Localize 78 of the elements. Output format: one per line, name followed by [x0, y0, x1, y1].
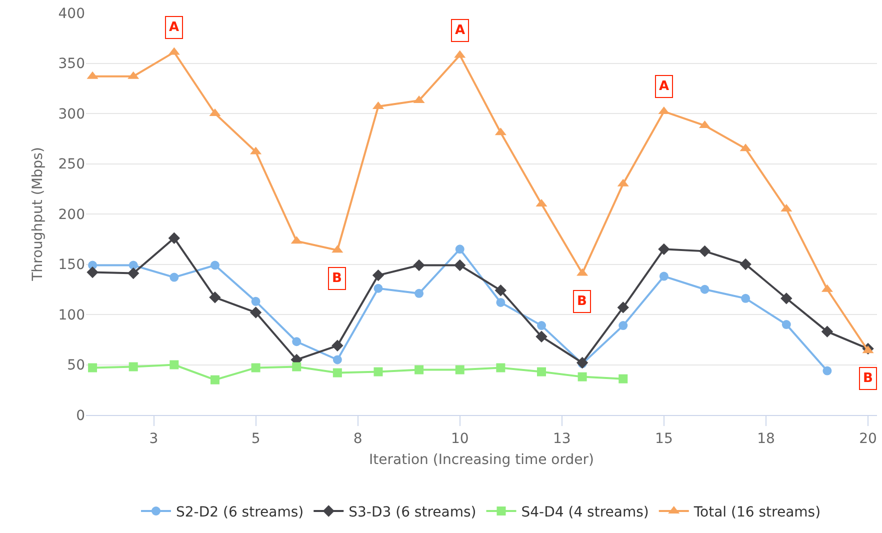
point: [700, 284, 710, 294]
point: [658, 243, 670, 256]
point: [659, 272, 668, 281]
point: [618, 321, 628, 330]
point: [209, 292, 221, 304]
point: [210, 260, 220, 270]
point: [782, 320, 791, 330]
x-tick-label: 20: [859, 430, 877, 447]
point: [454, 259, 466, 272]
point: [455, 365, 464, 374]
legend-label: Total (16 streams): [692, 504, 821, 520]
point: [617, 302, 629, 314]
point: [332, 340, 344, 352]
point: [536, 330, 548, 342]
point: [168, 232, 180, 244]
x-axis-title: Iteration (Increasing time order): [369, 452, 594, 468]
point: [292, 337, 302, 346]
annotation: B: [577, 294, 587, 309]
point: [822, 366, 832, 376]
point: [698, 245, 711, 258]
x-tick-label: 10: [450, 430, 469, 447]
point: [128, 260, 138, 270]
y-tick-label: 150: [58, 257, 85, 274]
point: [537, 367, 546, 376]
x-tick-label: 18: [757, 430, 775, 447]
point: [455, 244, 464, 254]
point: [496, 298, 506, 307]
y-tick-label: 350: [58, 56, 85, 72]
legend-label: S4-D4 (4 streams): [521, 504, 649, 520]
point: [251, 296, 260, 306]
x-tick-label: 8: [353, 430, 362, 447]
point: [414, 288, 424, 298]
point: [86, 266, 98, 278]
y-tick-label: 100: [58, 307, 85, 324]
point: [332, 368, 342, 378]
point: [88, 363, 98, 372]
y-tick-label: 0: [76, 408, 85, 424]
point: [618, 374, 628, 384]
point: [170, 272, 179, 282]
y-tick-label: 400: [58, 6, 85, 22]
point: [414, 365, 424, 374]
legend-label: S2-D2 (6 streams): [176, 504, 304, 520]
y-tick-label: 250: [58, 156, 85, 173]
point: [250, 306, 262, 318]
x-tick-label: 5: [251, 430, 260, 447]
annotation: B: [332, 271, 342, 286]
annotation: A: [659, 79, 670, 94]
point: [292, 362, 302, 372]
point: [578, 372, 587, 382]
point: [413, 259, 425, 272]
annotation: A: [169, 20, 180, 35]
y-tick-label: 50: [67, 358, 85, 374]
x-tick-label: 15: [655, 430, 673, 447]
point: [128, 362, 138, 372]
point: [494, 284, 507, 296]
point: [740, 258, 752, 270]
annotation: A: [455, 23, 466, 38]
point: [374, 367, 383, 376]
point: [374, 284, 383, 293]
point: [537, 321, 546, 330]
y-tick-label: 300: [58, 106, 85, 122]
legend-label: S3-D3 (6 streams): [348, 504, 476, 520]
point: [372, 269, 384, 282]
x-tick-label: 13: [552, 430, 571, 447]
annotation: B: [863, 371, 873, 386]
point: [210, 375, 220, 384]
y-axis-title: Throughput (Mbps): [30, 147, 46, 282]
y-tick-label: 200: [58, 206, 85, 223]
point: [741, 294, 750, 303]
point: [576, 356, 588, 369]
point: [332, 355, 342, 364]
point: [128, 267, 140, 280]
point: [496, 363, 506, 372]
point: [780, 292, 792, 304]
point: [821, 326, 834, 338]
x-tick-label: 3: [149, 430, 158, 447]
point: [251, 363, 260, 372]
point: [170, 360, 179, 370]
